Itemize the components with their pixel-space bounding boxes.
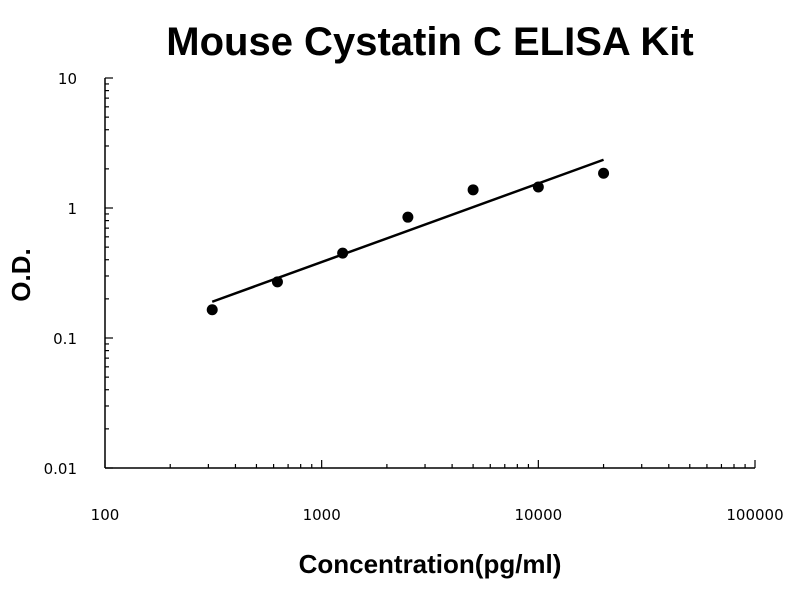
data-points	[206, 167, 610, 316]
data-point	[271, 276, 283, 288]
y-tick-label: 0.01	[44, 460, 77, 478]
trendline	[211, 158, 604, 303]
x-tick-label: 100	[91, 506, 120, 524]
data-point	[206, 304, 218, 316]
y-axis-ticks: 0.01 0.1 1 10	[44, 70, 113, 478]
data-point	[532, 181, 544, 193]
x-tick-label: 1000	[303, 506, 341, 524]
x-tick-label: 100000	[726, 506, 783, 524]
y-tick-label: 0.1	[53, 330, 77, 348]
x-axis-label: Concentration(pg/ml)	[299, 549, 562, 579]
trendline-group	[211, 158, 604, 303]
chart-title: Mouse Cystatin C ELISA Kit	[166, 20, 693, 64]
x-tick-label: 10000	[514, 506, 562, 524]
data-point	[337, 247, 349, 259]
data-point	[402, 211, 414, 223]
y-axis-label: O.D.	[6, 248, 36, 301]
axes	[104, 78, 755, 469]
x-axis-ticks: 100 1000 10000 100000	[91, 460, 784, 524]
y-tick-label: 10	[58, 70, 77, 88]
data-point	[467, 184, 479, 196]
data-point	[598, 167, 610, 179]
y-tick-label: 1	[67, 200, 77, 218]
